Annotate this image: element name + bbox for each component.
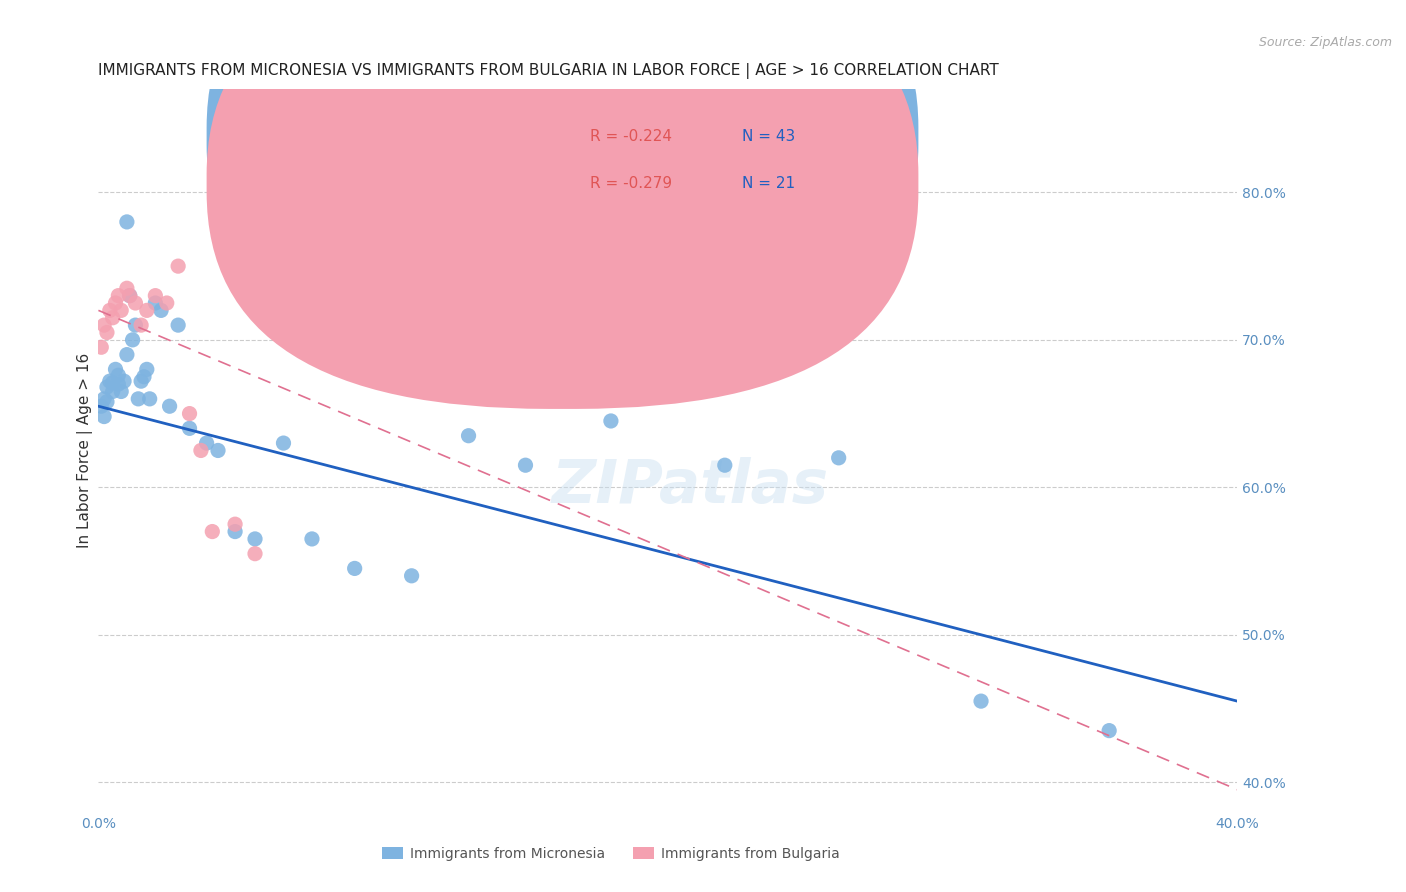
FancyBboxPatch shape (207, 0, 918, 409)
Point (93, 392, 115, 406)
Point (167, 259, 190, 273)
Point (104, 362, 127, 376)
Point (110, 303, 132, 318)
Point (156, 296, 179, 310)
Point (167, 318, 190, 332)
Point (115, 281, 138, 295)
Point (828, 450, 851, 465)
Point (98, 303, 121, 318)
Point (101, 384, 124, 399)
Point (1098, 723, 1121, 738)
Point (129, 318, 152, 332)
FancyBboxPatch shape (207, 0, 918, 362)
Text: ZIPatlas: ZIPatlas (553, 457, 830, 516)
Point (159, 399, 181, 413)
Point (96, 326, 118, 340)
Text: N = 43: N = 43 (742, 128, 796, 144)
Point (135, 362, 157, 376)
Point (118, 288, 141, 302)
Point (112, 374, 135, 388)
Text: Source: ZipAtlas.com: Source: ZipAtlas.com (1258, 36, 1392, 49)
Point (121, 333, 143, 347)
Point (457, 428, 479, 442)
FancyBboxPatch shape (531, 103, 873, 219)
Point (101, 376, 124, 390)
Point (714, 458, 737, 473)
Point (93, 318, 115, 332)
Point (132, 369, 155, 384)
Point (145, 296, 167, 310)
Point (124, 296, 146, 310)
Point (96, 380, 118, 394)
Point (104, 296, 127, 310)
Point (96, 394, 118, 409)
Point (224, 524, 246, 539)
Point (179, 421, 201, 435)
Point (90, 340, 112, 354)
Point (124, 318, 146, 332)
Point (401, 569, 423, 583)
Point (195, 436, 218, 450)
Point (179, 407, 201, 421)
Point (118, 288, 141, 302)
Point (110, 384, 132, 399)
Point (301, 532, 323, 546)
Point (207, 443, 229, 458)
Point (101, 310, 124, 325)
Point (273, 436, 295, 450)
Text: IMMIGRANTS FROM MICRONESIA VS IMMIGRANTS FROM BULGARIA IN LABOR FORCE | AGE > 16: IMMIGRANTS FROM MICRONESIA VS IMMIGRANTS… (98, 63, 1000, 79)
Point (107, 368, 129, 383)
Y-axis label: In Labor Force | Age > 16: In Labor Force | Age > 16 (77, 353, 93, 548)
Point (600, 414, 623, 428)
Point (343, 561, 366, 575)
Point (107, 377, 129, 392)
Point (129, 374, 152, 388)
Point (115, 348, 138, 362)
Point (127, 392, 149, 406)
Point (145, 288, 167, 302)
Point (190, 443, 212, 458)
Text: R = -0.224: R = -0.224 (591, 128, 672, 144)
Point (115, 215, 138, 229)
Point (93, 409, 115, 424)
Point (138, 392, 160, 406)
Text: N = 21: N = 21 (742, 176, 794, 191)
Point (98, 374, 121, 388)
Point (107, 288, 129, 302)
Text: R = -0.279: R = -0.279 (591, 176, 672, 191)
Point (243, 532, 266, 546)
Point (150, 303, 173, 318)
Point (135, 303, 157, 318)
Point (224, 517, 246, 532)
Point (201, 524, 224, 539)
Point (90, 399, 112, 413)
Point (970, 694, 993, 708)
Point (243, 547, 266, 561)
Legend: Immigrants from Micronesia, Immigrants from Bulgaria: Immigrants from Micronesia, Immigrants f… (377, 841, 845, 866)
Point (515, 458, 537, 473)
